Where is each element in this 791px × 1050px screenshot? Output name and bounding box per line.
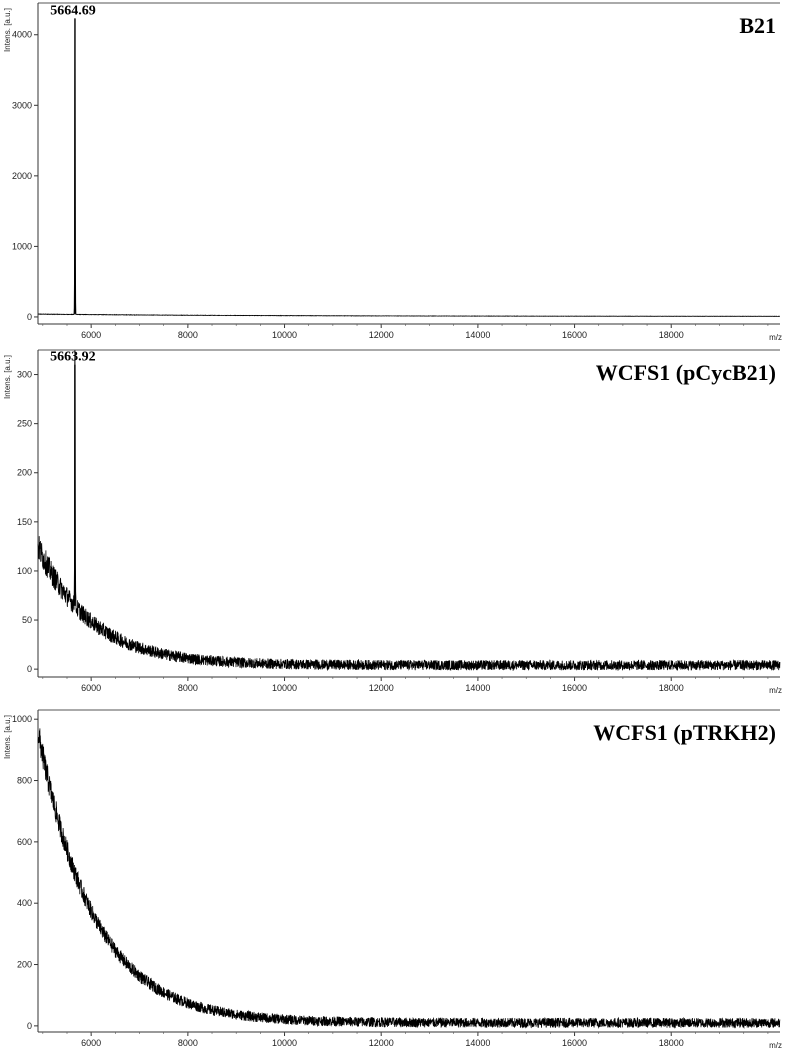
spectrum-trace — [37, 18, 781, 317]
x-tick-label: 14000 — [465, 1038, 490, 1048]
y-tick-label: 1000 — [12, 714, 32, 724]
x-tick-label: 18000 — [659, 1038, 684, 1048]
x-axis-title: m/z — [769, 333, 782, 342]
x-tick-label: 12000 — [369, 330, 394, 340]
y-tick-label: 4000 — [12, 30, 32, 40]
y-tick-label: 300 — [17, 370, 32, 380]
x-tick-label: 14000 — [465, 330, 490, 340]
y-tick-label: 0 — [27, 312, 32, 322]
y-tick-label: 0 — [27, 664, 32, 674]
x-tick-label: 16000 — [562, 1038, 587, 1048]
x-tick-label: 8000 — [178, 330, 198, 340]
panel-title: WCFS1 (pCycB21) — [596, 360, 776, 385]
x-tick-label: 16000 — [562, 683, 587, 693]
x-tick-label: 10000 — [272, 1038, 297, 1048]
y-axis-title: Intens. [a.u.] — [3, 715, 12, 759]
spectrum-panel-2: 6000 8000 10000 12000 14000 16000 18000 0 50 100 1… — [3, 349, 782, 695]
y-tick-label: 200 — [17, 960, 32, 970]
spectrum-trace — [37, 349, 781, 672]
y-tick-label: 2000 — [12, 171, 32, 181]
spectrum-panel-1: 6000 8000 10000 12000 14000 16000 18000 0 1000 20… — [3, 2, 782, 342]
x-axis-title: m/z — [769, 686, 782, 695]
y-tick-label: 50 — [22, 615, 32, 625]
y-tick-label: 1000 — [12, 241, 32, 251]
x-tick-label: 12000 — [369, 683, 394, 693]
spectrum-trace — [37, 728, 781, 1029]
x-tick-label: 8000 — [178, 683, 198, 693]
x-axis-title: m/z — [769, 1041, 782, 1050]
panel-title: B21 — [739, 13, 776, 38]
x-tick-label: 6000 — [81, 1038, 101, 1048]
x-tick-label: 18000 — [659, 683, 684, 693]
x-tick-label: 16000 — [562, 330, 587, 340]
y-axis-title: Intens. [a.u.] — [3, 355, 12, 399]
panel-title: WCFS1 (pTRKH2) — [593, 720, 776, 745]
spectrum-panel-3: 6000 8000 10000 12000 14000 16000 18000 0 200 400… — [3, 709, 782, 1050]
peak-label: 5664.69 — [50, 4, 96, 19]
x-tick-label: 8000 — [178, 1038, 198, 1048]
y-tick-label: 100 — [17, 566, 32, 576]
y-tick-label: 3000 — [12, 100, 32, 110]
y-tick-label: 400 — [17, 898, 32, 908]
peak-label: 5663.92 — [50, 350, 96, 365]
y-axis-title: Intens. [a.u.] — [3, 8, 12, 52]
x-tick-label: 18000 — [659, 330, 684, 340]
y-tick-label: 800 — [17, 776, 32, 786]
x-tick-label: 6000 — [81, 683, 101, 693]
y-tick-label: 200 — [17, 468, 32, 478]
y-tick-label: 250 — [17, 419, 32, 429]
x-tick-label: 10000 — [272, 330, 297, 340]
y-tick-label: 600 — [17, 837, 32, 847]
y-tick-label: 150 — [17, 517, 32, 527]
x-tick-label: 10000 — [272, 683, 297, 693]
x-tick-label: 14000 — [465, 683, 490, 693]
y-tick-label: 0 — [27, 1021, 32, 1031]
x-tick-label: 6000 — [81, 330, 101, 340]
x-tick-label: 12000 — [369, 1038, 394, 1048]
